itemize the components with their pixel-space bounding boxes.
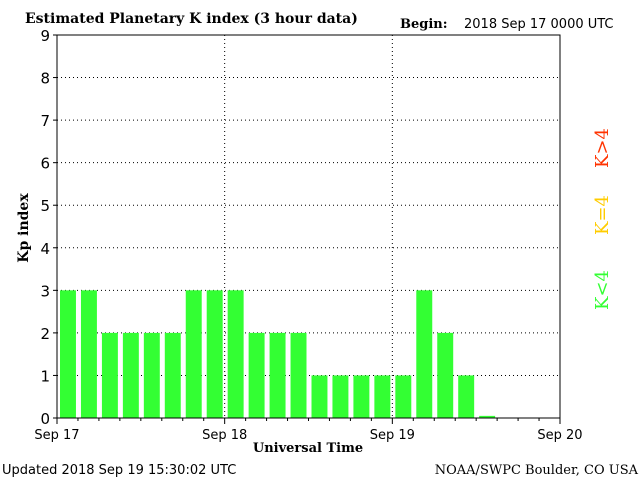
y-tick-label: 8 — [40, 70, 50, 88]
y-tick-label: 2 — [40, 325, 50, 343]
x-tick-label: Sep 19 — [370, 428, 415, 443]
kp-bar — [332, 375, 349, 418]
axes — [53, 34, 561, 424]
y-tick-label: 5 — [40, 197, 50, 215]
kp-bar — [60, 290, 76, 418]
kp-bar — [80, 290, 97, 418]
y-tick-label: 6 — [40, 155, 50, 173]
y-tick-label: 9 — [40, 27, 50, 45]
kp-bar — [227, 290, 244, 418]
kp-bar — [143, 332, 160, 418]
kp-bar — [164, 332, 181, 418]
x-tick-label: Sep 18 — [202, 428, 247, 443]
kp-bar — [416, 290, 433, 418]
kp-bar — [395, 375, 412, 418]
y-tick-label: 1 — [40, 367, 50, 385]
x-tick-label: Sep 20 — [537, 428, 582, 443]
kp-bar — [248, 332, 265, 418]
x-axis-label: Universal Time — [253, 441, 363, 456]
y-axis-label: Kp index — [16, 193, 32, 263]
begin-value: 2018 Sep 17 0000 UTC — [464, 17, 614, 32]
y-tick-label: 7 — [40, 112, 50, 130]
updated-timestamp: Updated 2018 Sep 19 15:30:02 UTC — [2, 463, 236, 478]
kp-bar — [374, 375, 391, 418]
begin-label: Begin: — [400, 17, 448, 32]
kp-bar — [311, 375, 328, 418]
legend-k-greater-4: K>4 — [592, 128, 613, 168]
y-tick-label: 0 — [40, 410, 50, 428]
source-credit: NOAA/SWPC Boulder, CO USA — [435, 463, 639, 478]
kp-bar — [353, 375, 370, 418]
kp-bar — [269, 332, 286, 418]
kp-bar — [122, 332, 139, 418]
bars — [60, 290, 496, 418]
chart-title: Estimated Planetary K index (3 hour data… — [25, 11, 358, 27]
kp-bar — [206, 290, 223, 418]
legend-k-less-4: K<4 — [592, 270, 613, 310]
kp-bar — [101, 332, 118, 418]
kp-bar — [290, 332, 307, 418]
y-tick-label: 3 — [40, 282, 50, 300]
y-tick-label: 4 — [40, 240, 50, 258]
kp-bar — [458, 375, 475, 418]
kp-bar — [437, 332, 454, 418]
kp-bar — [479, 415, 496, 418]
tick-labels: 0 1 2 3 4 5 6 7 8 9 Sep 17 Sep 18 Sep 19 Sep 20 — [34, 27, 582, 443]
kp-bar — [185, 290, 202, 418]
x-tick-label: Sep 17 — [34, 428, 79, 443]
legend-k-equal-4: K=4 — [592, 195, 613, 235]
